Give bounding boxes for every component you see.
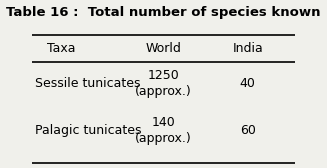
Text: 60: 60 xyxy=(240,124,256,137)
Text: Table 16 :  Total number of species known: Table 16 : Total number of species known xyxy=(6,6,321,19)
Text: Sessile tunicates: Sessile tunicates xyxy=(35,77,140,91)
Text: Palagic tunicates: Palagic tunicates xyxy=(35,124,141,137)
Text: India: India xyxy=(232,42,263,55)
Text: Taxa: Taxa xyxy=(47,42,75,55)
Text: 1250
(approx.): 1250 (approx.) xyxy=(135,70,192,98)
Text: 140
(approx.): 140 (approx.) xyxy=(135,116,192,145)
Text: World: World xyxy=(146,42,181,55)
Text: 40: 40 xyxy=(240,77,256,91)
